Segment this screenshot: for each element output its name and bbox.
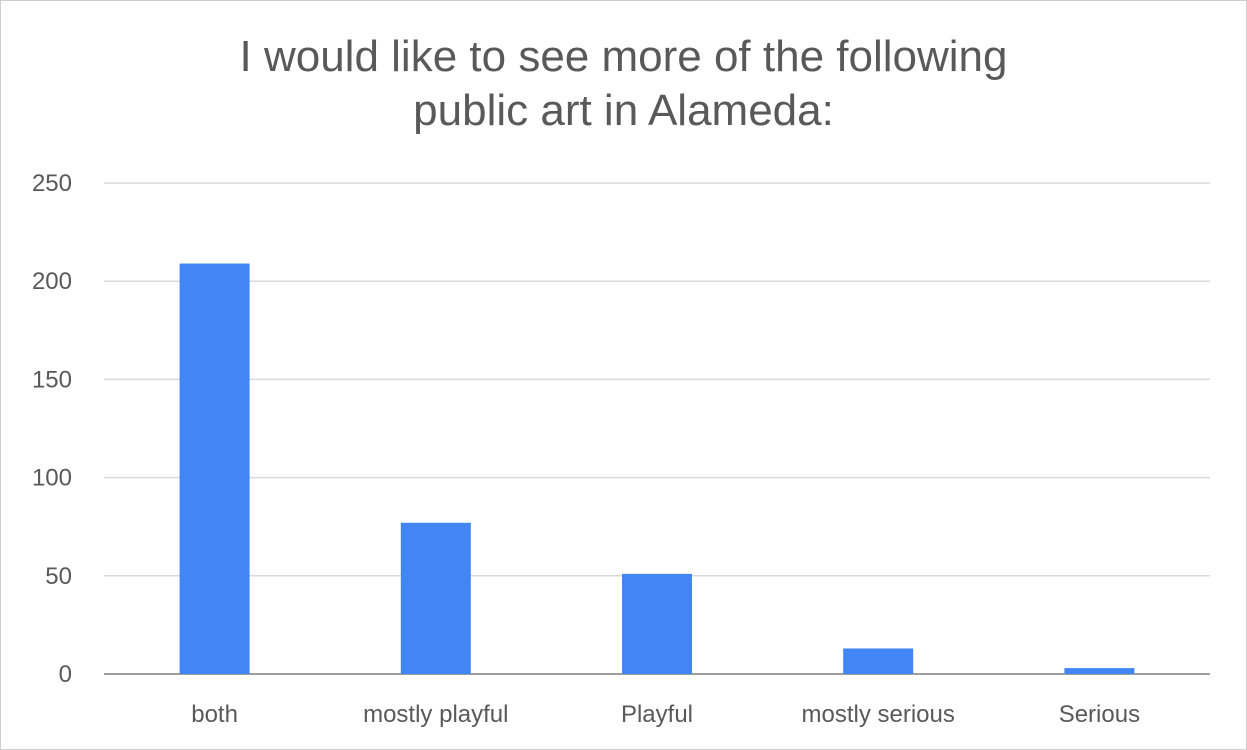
bar	[843, 648, 914, 674]
y-tick-label: 100	[32, 465, 72, 492]
bar	[1064, 668, 1135, 674]
bars	[179, 263, 1135, 674]
x-category-label: mostly playful	[363, 701, 508, 728]
y-tick-label: 250	[32, 170, 72, 197]
chart-title-line-1: I would like to see more of the followin…	[239, 32, 1008, 81]
x-category-label: mostly serious	[802, 701, 955, 728]
x-category-label: both	[191, 701, 238, 728]
bar	[179, 263, 250, 674]
y-tick-label: 0	[59, 661, 72, 688]
bar	[400, 522, 471, 674]
y-tick-label: 200	[32, 268, 72, 295]
chart-title-line-2: public art in Alameda:	[413, 86, 834, 135]
x-category-label: Playful	[621, 701, 693, 728]
chart-title: I would like to see more of the followin…	[0, 30, 1247, 138]
y-tick-label: 150	[32, 366, 72, 393]
bar	[622, 573, 692, 674]
y-axis-tick-labels: 0 50 100 150 200 250	[32, 170, 72, 688]
x-category-label: Serious	[1059, 701, 1140, 728]
y-tick-label: 50	[45, 563, 72, 590]
x-axis-category-labels: both mostly playful Playful mostly serious S…	[191, 701, 1140, 728]
